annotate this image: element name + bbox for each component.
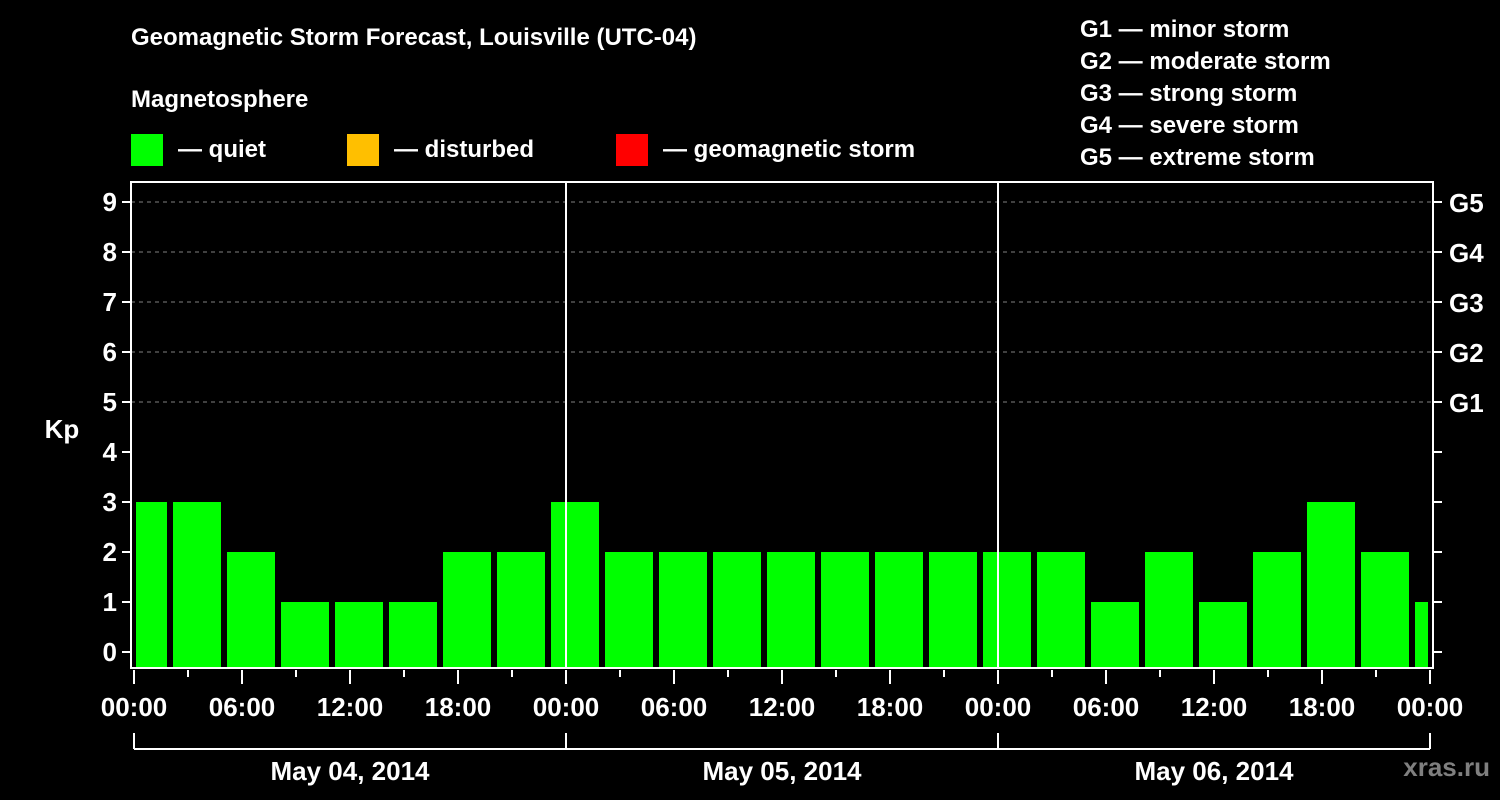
chart-title: Geomagnetic Storm Forecast, Louisville (…: [131, 24, 697, 51]
kp-bar: [929, 552, 977, 668]
kp-bar: [1415, 602, 1428, 668]
kp-bar: [227, 552, 275, 668]
x-tick-label: 06:00: [641, 692, 708, 722]
x-tick-label: 06:00: [209, 692, 276, 722]
day-label: May 05, 2014: [702, 756, 862, 786]
kp-bar: [1253, 552, 1301, 668]
legend-label: — quiet: [178, 136, 266, 163]
kp-bar: [281, 602, 329, 668]
y-tick-label: 2: [103, 537, 117, 567]
g-scale-item: G5 — extreme storm: [1080, 144, 1315, 171]
chart-subtitle: Magnetosphere: [131, 86, 309, 113]
kp-bar: [551, 502, 599, 668]
kp-bar: [983, 552, 1031, 668]
y-tick-label: 4: [103, 437, 118, 467]
day-label: May 06, 2014: [1134, 756, 1294, 786]
plot-frame: [130, 181, 1434, 669]
x-tick-label: 12:00: [1181, 692, 1248, 722]
x-tick-label: 18:00: [857, 692, 924, 722]
x-tick-label: 00:00: [101, 692, 168, 722]
g-level-label: G3: [1449, 288, 1484, 318]
y-tick-label: 6: [103, 337, 117, 367]
legend-label: — disturbed: [394, 136, 535, 163]
kp-bar: [713, 552, 761, 668]
x-tick-label: 00:00: [533, 692, 600, 722]
kp-bar: [389, 602, 437, 668]
kp-bar: [335, 602, 383, 668]
legend-swatch-quiet: [131, 134, 163, 166]
kp-bar: [136, 502, 167, 668]
kp-bar: [497, 552, 545, 668]
kp-bar: [605, 552, 653, 668]
credit-watermark: xras.ru: [1403, 752, 1490, 782]
g-scale-item: G1 — minor storm: [1080, 16, 1290, 43]
g-scale-item: G4 — severe storm: [1080, 112, 1299, 139]
kp-bar: [1199, 602, 1247, 668]
g-scale-legend: G1 — minor storm G2 — moderate storm G3 …: [1080, 14, 1331, 174]
x-tick-label: 00:00: [965, 692, 1032, 722]
g-level-label: G4: [1449, 238, 1484, 268]
g-level-label: G1: [1449, 388, 1484, 418]
legend-swatch-storm: [616, 134, 648, 166]
legend-storm: — geomagnetic storm: [616, 134, 915, 166]
g-level-label: G5: [1449, 188, 1484, 218]
kp-bar: [875, 552, 923, 668]
y-tick-label: 3: [103, 487, 117, 517]
kp-bar: [443, 552, 491, 668]
legend-disturbed: — disturbed: [347, 134, 534, 166]
kp-bar: [767, 552, 815, 668]
kp-bar: [1091, 602, 1139, 668]
x-tick-label: 12:00: [317, 692, 384, 722]
x-tick-label: 18:00: [1289, 692, 1356, 722]
x-tick-label: 12:00: [749, 692, 816, 722]
legend-label: — geomagnetic storm: [663, 136, 916, 163]
x-tick-label: 06:00: [1073, 692, 1140, 722]
kp-bar: [1145, 552, 1193, 668]
y-tick-label: 9: [103, 187, 117, 217]
g-level-label: G2: [1449, 338, 1484, 368]
y-tick-label: 7: [103, 287, 117, 317]
g-scale-item: G2 — moderate storm: [1080, 48, 1331, 75]
y-tick-label: 8: [103, 237, 117, 267]
kp-bar: [821, 552, 869, 668]
kp-bar: [1361, 552, 1409, 668]
legend-swatch-disturbed: [347, 134, 379, 166]
kp-bar: [659, 552, 707, 668]
x-tick-label: 00:00: [1397, 692, 1464, 722]
legend-quiet: — quiet: [131, 134, 266, 166]
y-tick-label: 5: [103, 387, 117, 417]
kp-bar: [1037, 552, 1085, 668]
kp-bar: [173, 502, 221, 668]
g-scale-item: G3 — strong storm: [1080, 80, 1298, 107]
kp-bar: [1307, 502, 1355, 668]
day-label: May 04, 2014: [270, 756, 430, 786]
x-tick-label: 18:00: [425, 692, 492, 722]
y-tick-label: 1: [103, 587, 117, 617]
y-axis-label: Kp: [45, 414, 80, 444]
y-tick-label: 0: [103, 637, 117, 667]
